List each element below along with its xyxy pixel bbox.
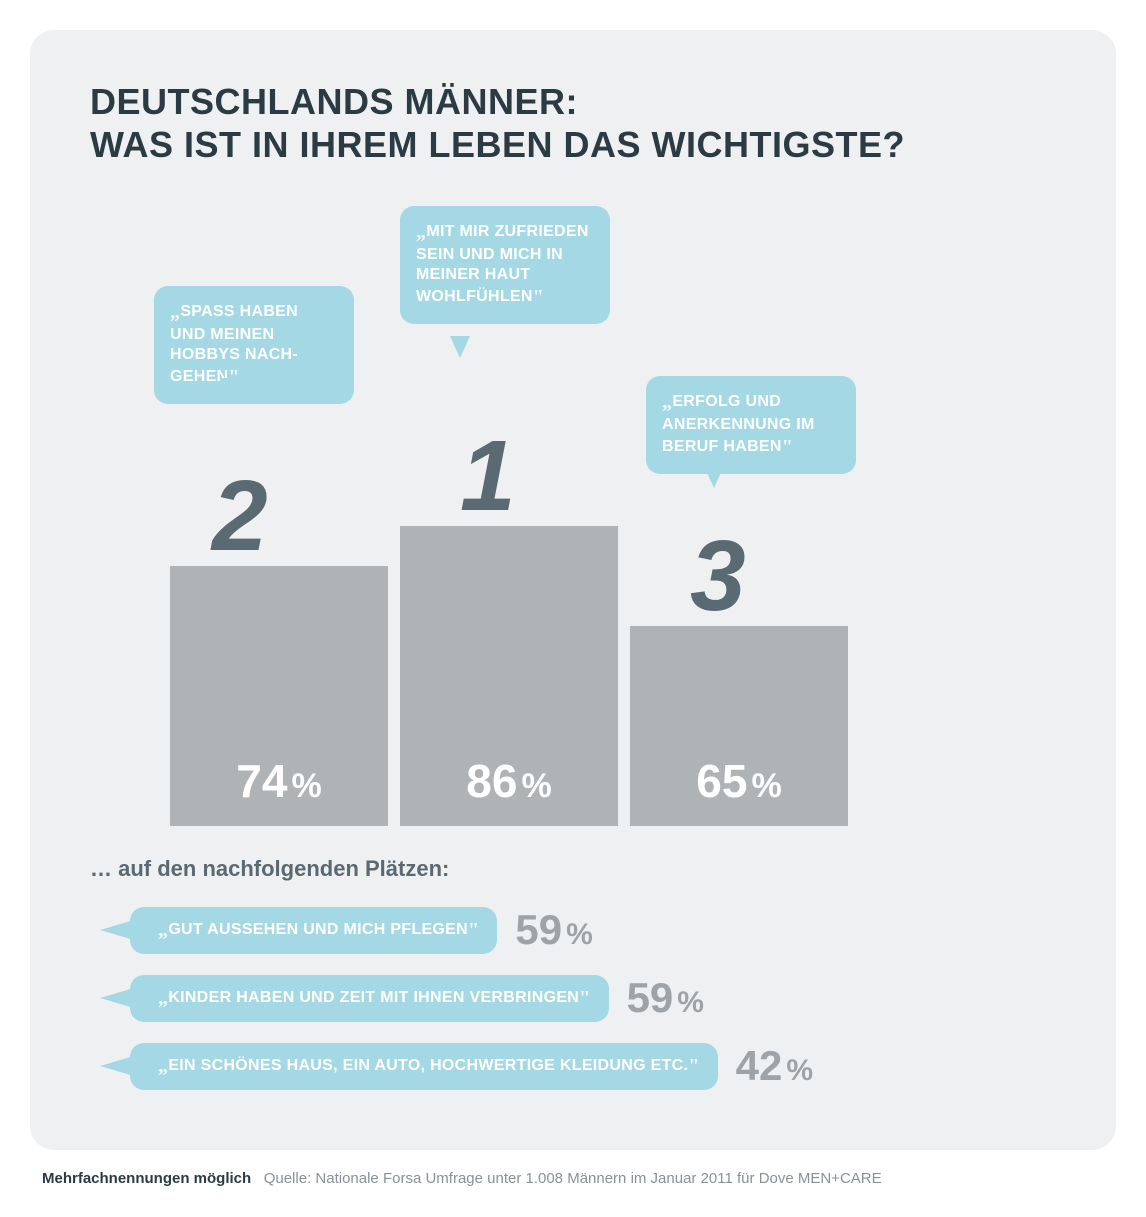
bubble-tail-icon [450,336,470,358]
followup-percent: 59% [627,974,704,1022]
bubble-tail-icon [220,378,240,400]
followup-banner: „KINDER HABEN UND ZEIT MIT IHNEN VERBRIN… [130,975,609,1022]
banner-tail-icon [100,988,134,1008]
title-line-2: WAS IST IN IHREM LEBEN DAS WICHTIGSTE? [90,124,905,165]
page-title: DEUTSCHLANDS MÄNNER: WAS IST IN IHREM LE… [90,80,1056,166]
bar-percent: 65% [696,754,781,808]
followup-row: „GUT AUSSEHEN UND MICH PFLEGEN" 59% [90,906,1056,954]
quote-bubble: „ERFOLG UND ANERKENNUNG IM BERUF HABEN" [646,376,856,474]
followup-percent: 59% [515,906,592,954]
rank-number: 3 [690,526,746,626]
followup-row: „KINDER HABEN UND ZEIT MIT IHNEN VERBRIN… [90,974,1056,1022]
podium-chart: „SPASS HABEN UND MEINEN HOBBYS NACH-GEHE… [90,206,1056,826]
quote-bubble: „SPASS HABEN UND MEINEN HOBBYS NACH-GEHE… [154,286,354,404]
followups-heading: … auf den nachfolgenden Plätzen: [90,856,1056,882]
bubble-tail-icon [704,466,724,488]
footnote: Mehrfachnennungen möglich Quelle: Nation… [30,1170,1116,1187]
bar-percent: 86% [466,754,551,808]
followup-banner: „GUT AUSSEHEN UND MICH PFLEGEN" [130,907,497,954]
banner-tail-icon [100,920,134,940]
bar-percent: 74% [236,754,321,808]
followup-row: „EIN SCHÖNES HAUS, EIN AUTO, HOCHWERTIGE… [90,1042,1056,1090]
followups-list: „GUT AUSSEHEN UND MICH PFLEGEN" 59% „KINDE… [90,906,1056,1090]
footnote-source: Quelle: Nationale Forsa Umfrage unter 1.… [264,1170,882,1187]
infographic-card: DEUTSCHLANDS MÄNNER: WAS IST IN IHREM LE… [30,30,1116,1150]
followup-percent: 42% [736,1042,813,1090]
rank-number: 2 [212,466,268,566]
podium-bar: 74% [170,566,388,826]
followup-banner: „EIN SCHÖNES HAUS, EIN AUTO, HOCHWERTIGE… [130,1043,718,1090]
title-line-1: DEUTSCHLANDS MÄNNER: [90,81,578,122]
banner-tail-icon [100,1056,134,1076]
podium-bar: 86% [400,526,618,826]
quote-bubble: „MIT MIR ZUFRIEDEN SEIN UND MICH IN MEIN… [400,206,610,324]
footnote-bold: Mehrfachnennungen möglich [42,1170,251,1187]
podium-bar: 65% [630,626,848,826]
rank-number: 1 [460,426,516,526]
